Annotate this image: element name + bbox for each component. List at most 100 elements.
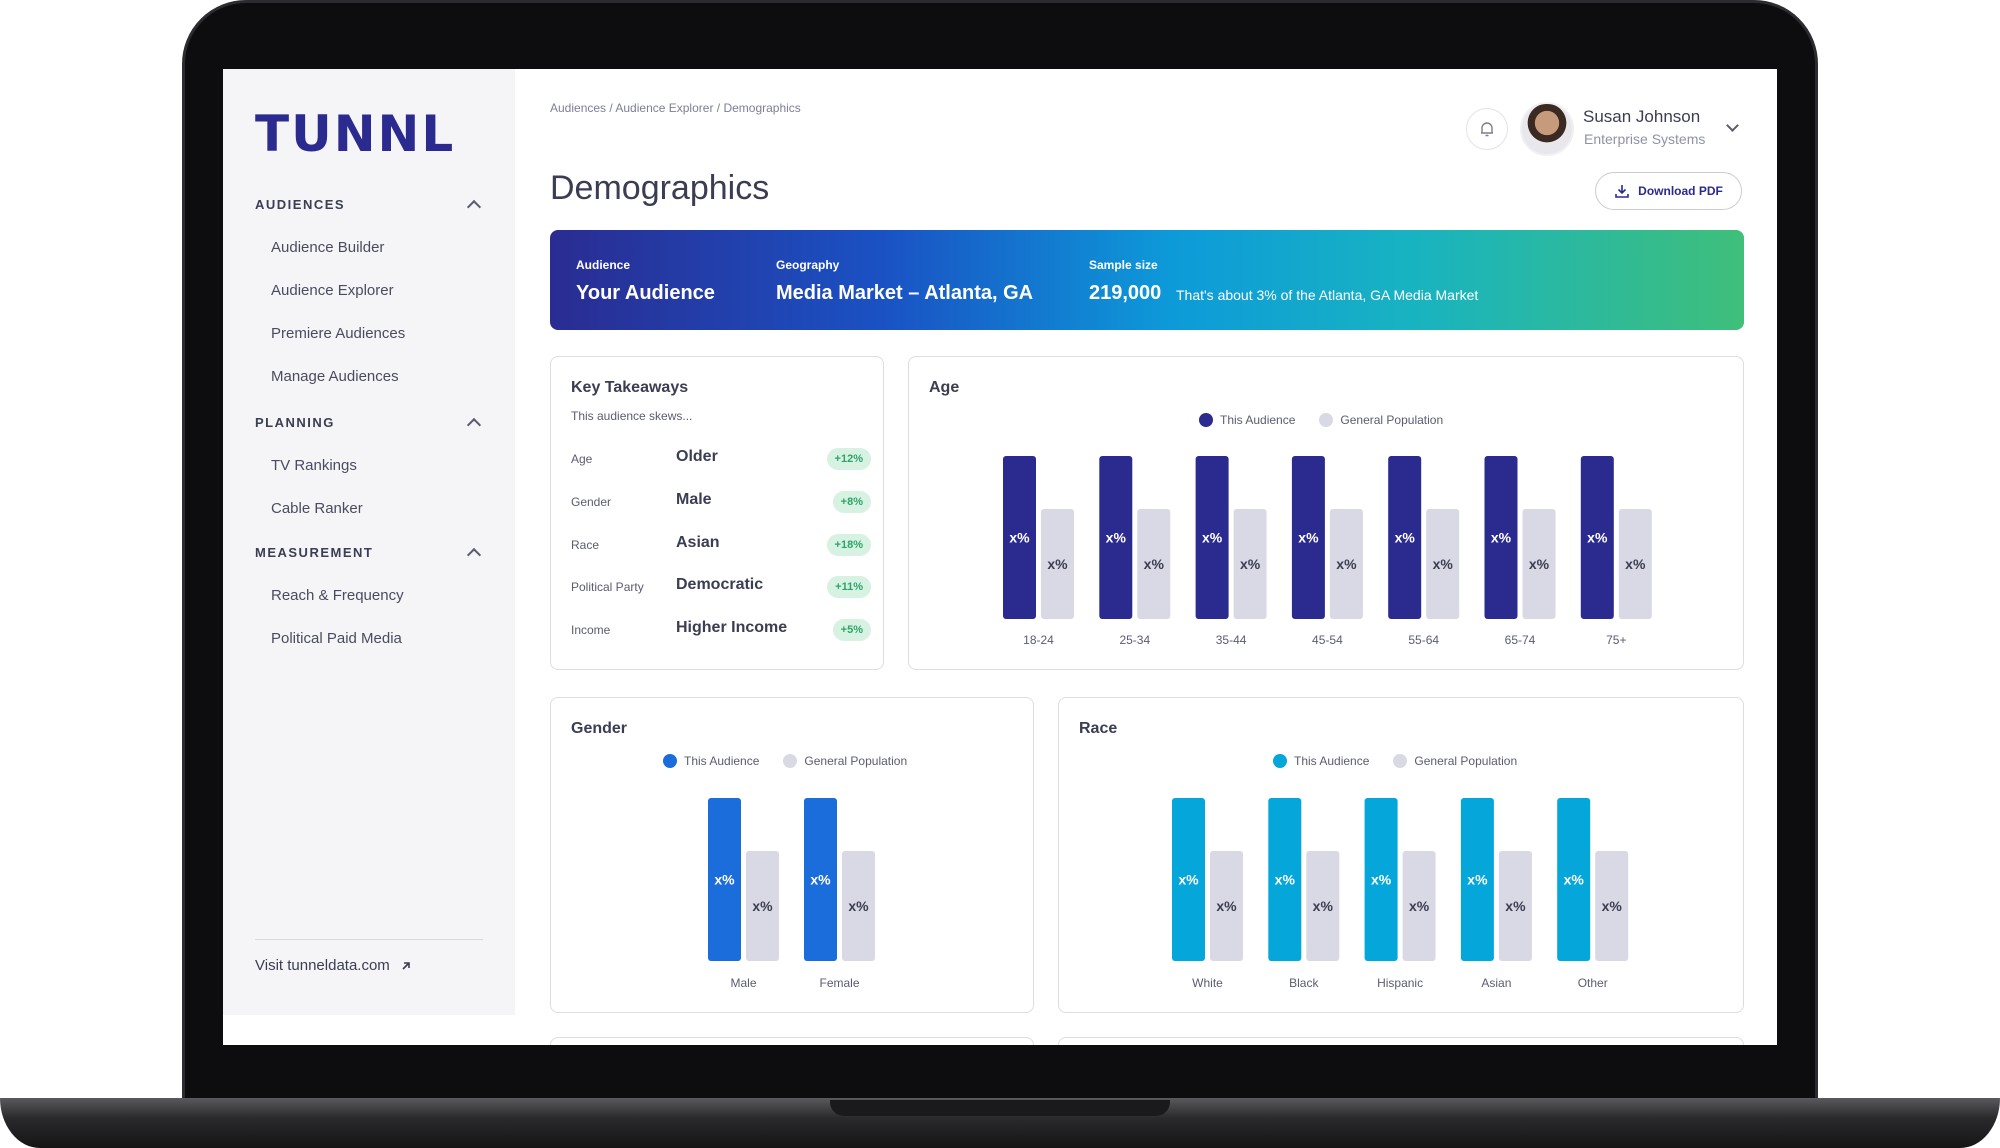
nav-header-measurement[interactable]: MEASUREMENT (255, 542, 483, 563)
population-bar[interactable] (1233, 509, 1267, 619)
population-bar[interactable] (1329, 509, 1363, 619)
population-bar[interactable] (1618, 509, 1652, 619)
population-bar-label: x% (1409, 898, 1430, 914)
population-bar[interactable] (1210, 851, 1243, 961)
takeaway-delta-badge: +18% (826, 534, 871, 556)
nav-header-label: MEASUREMENT (255, 544, 374, 560)
sidebar-item-audience-explorer[interactable]: Audience Explorer (271, 282, 394, 299)
audience-bar[interactable] (1268, 798, 1302, 961)
audience-bar[interactable] (1172, 798, 1205, 961)
category-tick-label: 65-74 (1505, 633, 1536, 647)
sidebar-item-audience-builder[interactable]: Audience Builder (271, 239, 385, 256)
category-tick-label: White (1192, 976, 1223, 990)
tunnl-logo[interactable]: TUNNL (255, 105, 456, 163)
audience-bar[interactable] (1557, 798, 1591, 961)
legend-dot (1273, 754, 1287, 768)
population-bar[interactable] (1137, 509, 1171, 619)
nav-header-planning[interactable]: PLANNING (255, 412, 483, 433)
takeaway-value: Asian (676, 534, 720, 551)
population-bar[interactable] (1426, 509, 1460, 619)
nav-section-planning: PLANNING TV Rankings Cable Ranker (255, 412, 483, 530)
population-bar-label: x% (1529, 556, 1550, 572)
laptop-notch (830, 1100, 1170, 1116)
audience-bar-label: x% (1009, 530, 1030, 546)
audience-bar[interactable] (1003, 456, 1036, 619)
breadcrumb[interactable]: Audiences / Audience Explorer / Demograp… (550, 101, 801, 115)
population-bar-label: x% (1144, 556, 1165, 572)
age-chart-card: Age This Audience General Population x% x… (908, 356, 1744, 670)
population-bar-label: x% (1216, 898, 1237, 914)
population-bar[interactable] (1402, 851, 1436, 961)
download-pdf-button[interactable]: Download PDF (1595, 172, 1742, 210)
audience-bar-label: x% (1298, 530, 1319, 546)
legend-dot (783, 754, 798, 768)
sidebar-item-political-paid-media[interactable]: Political Paid Media (271, 630, 402, 647)
race-chart-legend: This Audience General Population (1273, 754, 1517, 768)
audience-bar[interactable] (1364, 798, 1398, 961)
gender-chart-card: Gender This Audience General Population … (550, 697, 1034, 1013)
legend-label: General Population (1414, 754, 1518, 768)
visit-site-link[interactable]: Visit tunneldata.com (255, 957, 412, 974)
takeaway-row: Race Asian +18% (571, 530, 871, 560)
bell-icon (1481, 122, 1493, 137)
population-bar[interactable] (1498, 851, 1532, 961)
takeaway-delta-badge: +8% (832, 491, 871, 513)
takeaway-delta-badge: +5% (832, 619, 871, 641)
audience-bar[interactable] (1195, 456, 1229, 619)
legend-item: This Audience (1199, 413, 1295, 427)
audience-bar-label: x% (1178, 872, 1199, 888)
nav-header-audiences[interactable]: AUDIENCES (255, 194, 483, 215)
category-tick-label: 25-34 (1119, 633, 1150, 647)
audience-bar-label: x% (714, 872, 735, 888)
legend-item: General Population (1393, 754, 1517, 768)
category-tick-label: 18-24 (1023, 633, 1054, 647)
sidebar-item-tv-rankings[interactable]: TV Rankings (271, 457, 357, 474)
population-bar[interactable] (1522, 509, 1556, 619)
sidebar-divider (255, 939, 483, 940)
race-bar-chart: x% x% White x% x% Black x% x% Hispanic x% x% Asian x… (1172, 798, 1629, 990)
takeaway-row: Age Older +12% (571, 444, 871, 474)
audience-bar-label: x% (1106, 530, 1127, 546)
user-name[interactable]: Susan Johnson (1583, 107, 1701, 126)
audience-bar[interactable] (708, 798, 741, 961)
sample-size-label: Sample size (1089, 258, 1158, 272)
population-bar[interactable] (1306, 851, 1340, 961)
population-bar[interactable] (1041, 509, 1074, 619)
nav-section-audiences: AUDIENCES Audience Builder Audience Expl… (255, 194, 483, 398)
chevron-down-icon[interactable] (1726, 119, 1739, 132)
legend-item: General Population (783, 754, 907, 768)
takeaway-label: Gender (571, 495, 612, 509)
geography-label: Geography (776, 258, 840, 272)
sidebar-item-manage-audiences[interactable]: Manage Audiences (271, 368, 399, 385)
sidebar-item-premiere-audiences[interactable]: Premiere Audiences (271, 325, 406, 342)
age-chart-legend: This Audience General Population (1199, 413, 1443, 427)
gender-chart-legend: This Audience General Population (663, 754, 907, 768)
avatar[interactable] (1520, 102, 1574, 156)
audience-bar[interactable] (1484, 456, 1518, 619)
population-bar[interactable] (842, 851, 875, 961)
sidebar-item-cable-ranker[interactable]: Cable Ranker (271, 500, 363, 517)
audience-bar[interactable] (1460, 798, 1494, 961)
audience-bar[interactable] (804, 798, 837, 961)
population-bar[interactable] (1595, 851, 1629, 961)
takeaway-delta-badge: +12% (826, 448, 871, 470)
legend-dot (663, 754, 677, 768)
category-tick-label: Asian (1481, 976, 1511, 990)
audience-bar[interactable] (1291, 456, 1325, 619)
audience-bar-label: x% (1564, 872, 1585, 888)
sidebar-item-reach-frequency[interactable]: Reach & Frequency (271, 587, 404, 604)
legend-label: This Audience (1294, 754, 1370, 768)
race-chart-title: Race (1079, 720, 1118, 737)
audience-bar[interactable] (1388, 456, 1422, 619)
audience-bar-label: x% (1467, 872, 1488, 888)
population-bar[interactable] (746, 851, 779, 961)
legend-dot (1393, 754, 1408, 768)
next-card-partial (550, 1037, 1034, 1045)
notifications-button[interactable] (1466, 108, 1508, 150)
audience-value: Your Audience (576, 282, 715, 304)
population-bar-label: x% (1313, 898, 1334, 914)
audience-bar[interactable] (1580, 456, 1614, 619)
legend-dot (1199, 413, 1213, 427)
category-tick-label: Female (819, 976, 859, 990)
audience-bar[interactable] (1099, 456, 1133, 619)
